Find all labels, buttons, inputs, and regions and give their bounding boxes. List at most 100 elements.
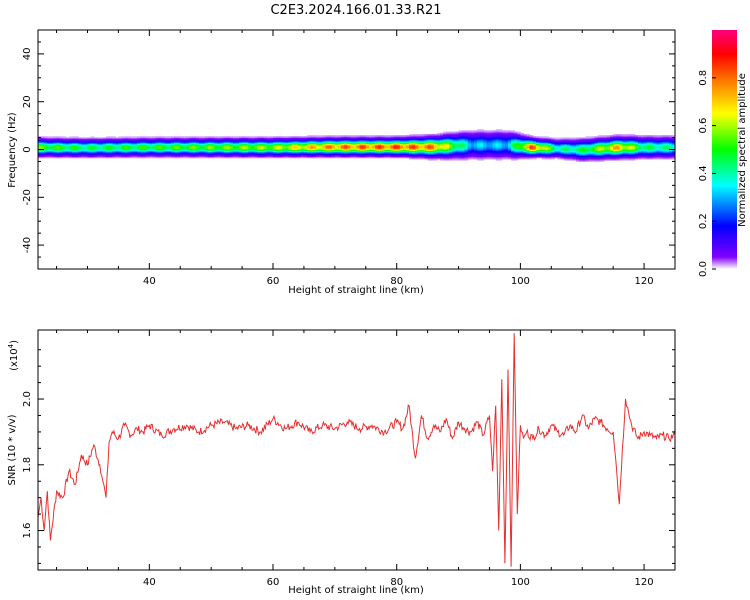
heatmap-cell (659, 145, 664, 148)
heatmap-cell (486, 149, 491, 152)
heatmap-cell (152, 141, 157, 143)
heatmap-cell (597, 143, 602, 146)
heatmap-cell (149, 153, 154, 155)
heatmap-cell (273, 155, 277, 158)
heatmap-cell (387, 137, 392, 140)
snr-series-line (38, 333, 675, 567)
heatmap-cell (644, 142, 648, 144)
heatmap-cell (50, 143, 55, 146)
heatmap-cell (439, 153, 444, 155)
heatmap-cell (418, 137, 423, 140)
heatmap-cell (362, 149, 367, 152)
heatmap-cell (232, 145, 237, 148)
heatmap-cell (622, 136, 627, 138)
heatmap-cell (65, 148, 70, 150)
heatmap-cell (637, 138, 642, 141)
heatmap-cell (486, 151, 491, 154)
heatmap-cell (155, 141, 160, 143)
heatmap-cell (294, 151, 299, 154)
heatmap-cell (551, 137, 556, 140)
heatmap-cell (409, 135, 413, 137)
heatmap-cell (529, 147, 534, 149)
heatmap-cell (480, 153, 484, 155)
heatmap-cell (650, 139, 654, 142)
heatmap-cell (585, 143, 590, 146)
heatmap-cell (59, 155, 64, 158)
heatmap-cell (155, 143, 160, 146)
heatmap-cell (251, 138, 256, 141)
heatmap-cell (576, 142, 580, 144)
heatmap-cell (371, 137, 376, 140)
heatmap-cell (668, 150, 673, 153)
heatmap-cell (143, 151, 147, 154)
heatmap-cell (220, 139, 225, 142)
heatmap-cell (53, 136, 58, 138)
heatmap-cell (130, 150, 135, 153)
heatmap-cell (443, 150, 447, 153)
heatmap-cell (421, 144, 426, 147)
heatmap-cell (529, 145, 534, 148)
heatmap-cell (109, 136, 113, 138)
heatmap-cell (183, 143, 188, 146)
heatmap-cell (452, 141, 457, 143)
heatmap-cell (72, 141, 76, 143)
heatmap-cell (412, 156, 416, 159)
heatmap-cell (102, 141, 107, 143)
heatmap-cell (285, 142, 290, 144)
heatmap-cell (433, 159, 438, 161)
heatmap-cell (501, 144, 506, 147)
heatmap-cell (347, 153, 351, 155)
heatmap-cell (628, 143, 633, 146)
heatmap-cell (344, 145, 348, 148)
heatmap-cell (430, 136, 435, 138)
heatmap-cell (204, 145, 209, 148)
heatmap-cell (161, 143, 166, 146)
heatmap-cell (356, 142, 361, 144)
heatmap-cell (415, 151, 419, 154)
heatmap-cell (659, 137, 664, 140)
heatmap-cell (436, 142, 441, 144)
heatmap-cell (668, 157, 673, 160)
heatmap-cell (161, 141, 166, 143)
heatmap-cell (402, 142, 407, 144)
heatmap-cell (186, 149, 191, 152)
heatmap-cell (455, 138, 460, 141)
heatmap-cell (566, 148, 571, 150)
heatmap-cell (430, 153, 435, 155)
heatmap-cell (291, 138, 296, 141)
heatmap-cell (474, 132, 478, 135)
heatmap-cell (44, 141, 48, 143)
heatmap-cell (62, 141, 67, 143)
heatmap-cell (532, 145, 537, 148)
heatmap-cell (464, 149, 469, 152)
heatmap-cell (603, 139, 608, 142)
heatmap-cell (619, 135, 624, 137)
heatmap-cell (622, 154, 627, 156)
heatmap-cell (474, 150, 478, 153)
heatmap-cell (152, 142, 157, 144)
heatmap-cell (634, 144, 639, 147)
heatmap-cell (412, 135, 416, 137)
y-tick-label: 0 (22, 146, 33, 152)
heatmap-cell (433, 154, 438, 156)
heatmap-cell (41, 139, 45, 142)
heatmap-cell (322, 143, 327, 146)
heatmap-cell (174, 141, 178, 143)
heatmap-cell (412, 144, 416, 147)
heatmap-cell (532, 148, 537, 150)
heatmap-cell (90, 136, 95, 138)
heatmap-cell (285, 154, 290, 156)
heatmap-cell (174, 142, 178, 144)
heatmap-cell (455, 145, 460, 148)
heatmap-cell (263, 155, 268, 158)
heatmap-cell (625, 150, 630, 153)
heatmap-cell (653, 139, 658, 142)
heatmap-cell (198, 148, 203, 150)
heatmap-cell (87, 155, 92, 158)
heatmap-cell (127, 143, 132, 146)
heatmap-cell (402, 144, 407, 147)
heatmap-cell (508, 147, 512, 149)
heatmap-cell (232, 144, 237, 147)
heatmap-cell (427, 137, 432, 140)
heatmap-cell (266, 137, 271, 140)
